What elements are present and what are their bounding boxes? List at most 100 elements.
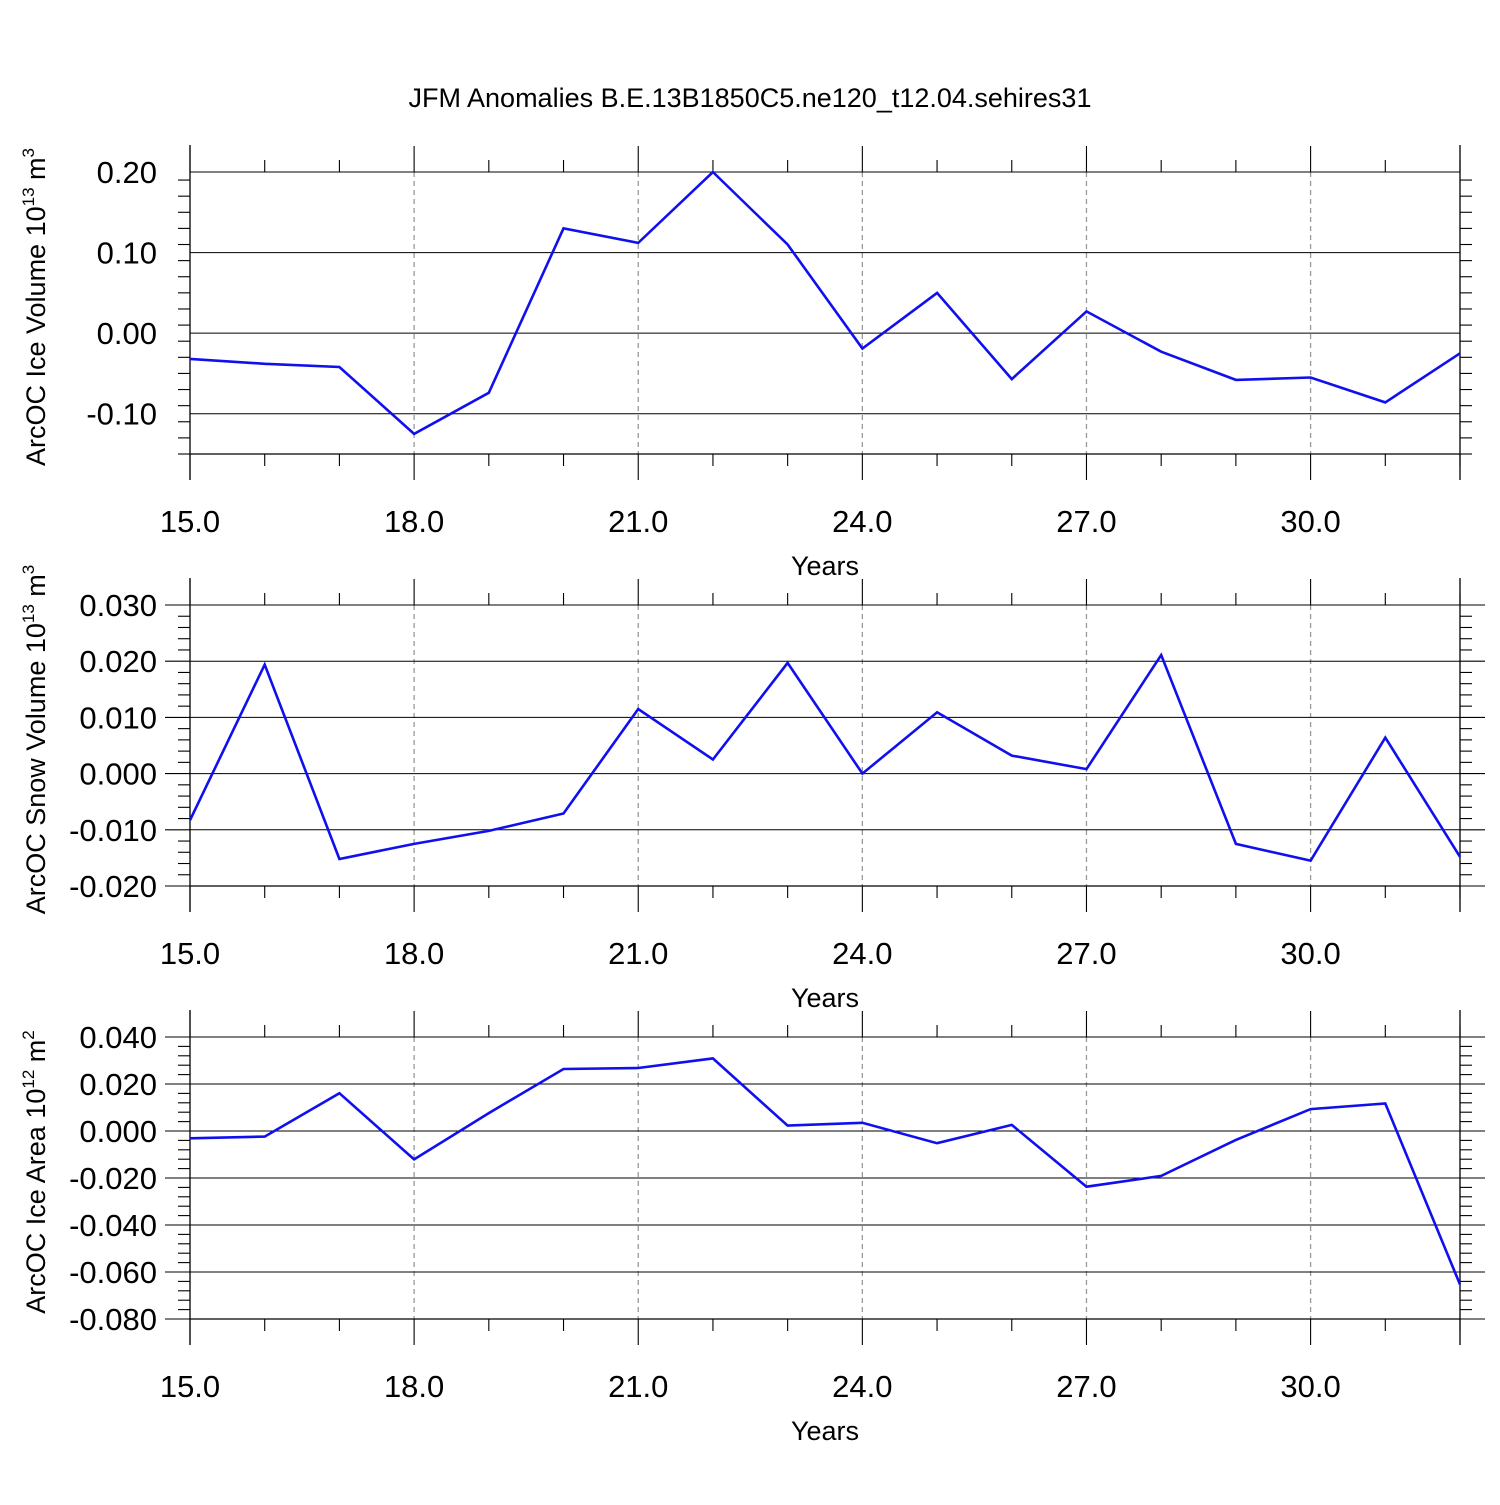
chart-3: -0.080 -0.060 -0.040 -0.020 0.000 0.020 0.040 1… xyxy=(19,1010,1485,1446)
data-point xyxy=(412,1157,416,1161)
y-tick-label: 0.20 xyxy=(97,155,157,190)
y-tick-label: 0.040 xyxy=(79,1020,157,1055)
data-point xyxy=(337,857,341,861)
x-tick-label: 27.0 xyxy=(1056,504,1116,539)
x-tick-label: 21.0 xyxy=(608,936,668,971)
data-point xyxy=(412,842,416,846)
data-point xyxy=(1010,754,1014,758)
series-line-1 xyxy=(188,652,1462,863)
series-line-1 xyxy=(189,1057,1462,1285)
data-point xyxy=(786,243,790,247)
x-axis-title: Years xyxy=(791,551,859,581)
data-point xyxy=(1159,1174,1163,1178)
x-tick-label: 15.0 xyxy=(160,936,220,971)
data-point xyxy=(711,758,715,762)
y-axis-title-superscript: 2 xyxy=(19,1030,38,1039)
data-point xyxy=(263,663,267,667)
figure-title: JFM Anomalies B.E.13B1850C5.ne120_t12.04… xyxy=(409,83,1092,113)
data-point xyxy=(1309,1107,1313,1111)
y-axis-title-text: m xyxy=(21,157,51,187)
x-tick-label: 27.0 xyxy=(1056,1369,1116,1404)
data-point xyxy=(1084,309,1088,313)
x-tick-label: 30.0 xyxy=(1280,936,1340,971)
data-point xyxy=(188,818,192,822)
y-tick-label: -0.080 xyxy=(69,1302,157,1337)
data-point xyxy=(1234,1138,1238,1142)
data-point xyxy=(1309,859,1313,863)
data-point xyxy=(1084,1185,1088,1189)
x-tick-label: 21.0 xyxy=(608,1369,668,1404)
data-point xyxy=(935,710,939,714)
x-tick-label: 21.0 xyxy=(608,504,668,539)
x-tick-label: 18.0 xyxy=(384,1369,444,1404)
y-tick-label: 0.020 xyxy=(79,1067,157,1102)
data-point xyxy=(935,291,939,295)
y-axis-title-superscript: 3 xyxy=(19,565,38,574)
y-tick-label: -0.010 xyxy=(69,813,157,848)
data-point xyxy=(1458,1282,1462,1286)
data-point xyxy=(487,391,491,395)
y-tick-label: 0.010 xyxy=(79,700,157,735)
data-point xyxy=(711,1056,715,1060)
x-axis-title: Years xyxy=(791,983,859,1013)
y-axis-title-superscript: 13 xyxy=(19,604,38,623)
y-axis-title: ArcOC Snow Volume 1013 m3 xyxy=(19,565,51,915)
data-point xyxy=(1383,736,1387,740)
data-point xyxy=(562,226,566,230)
data-point xyxy=(562,1067,566,1071)
y-tick-label: 0.020 xyxy=(79,644,157,679)
data-point xyxy=(188,357,192,361)
data-point xyxy=(935,1141,939,1145)
x-axis-title: Years xyxy=(791,1416,859,1446)
data-point xyxy=(1010,1123,1014,1127)
data-point xyxy=(636,1066,640,1070)
x-tick-label: 30.0 xyxy=(1280,1369,1340,1404)
data-point xyxy=(1383,400,1387,404)
data-point xyxy=(412,432,416,436)
y-tick-label: 0.00 xyxy=(97,316,157,351)
y-tick-label: 0.030 xyxy=(79,588,157,623)
data-point xyxy=(562,812,566,816)
data-point xyxy=(263,1135,267,1139)
y-tick-label: -0.020 xyxy=(69,869,157,904)
y-axis-title-superscript: 12 xyxy=(19,1070,38,1089)
chart-1: -0.10 0.00 0.10 0.20 15.0 18.0 21.0 24.0 27.0 30.… xyxy=(19,145,1472,581)
y-axis-title: ArcOC Ice Volume 1013 m3 xyxy=(19,148,51,466)
data-point xyxy=(188,1136,192,1140)
data-point xyxy=(1159,350,1163,354)
x-tick-label: 27.0 xyxy=(1056,936,1116,971)
y-axis-title-text: ArcOC Ice Volume 10 xyxy=(21,206,51,466)
y-axis-title-superscript: 3 xyxy=(19,148,38,157)
chart-2: -0.020 -0.010 0.000 0.010 0.020 0.030 15.0 18.0… xyxy=(19,565,1485,1013)
data-point xyxy=(1309,375,1313,379)
y-axis-title: ArcOC Ice Area 1012 m2 xyxy=(19,1030,51,1314)
data-point xyxy=(1383,1102,1387,1106)
x-tick-label: 30.0 xyxy=(1280,504,1340,539)
series-line-1 xyxy=(189,170,1461,436)
data-point xyxy=(1010,377,1014,381)
y-axis-title-text: m xyxy=(21,1040,51,1070)
y-axis-title-text: ArcOC Ice Area 10 xyxy=(21,1089,51,1314)
y-axis-title-superscript: 13 xyxy=(19,187,38,206)
data-point xyxy=(711,170,715,174)
data-point xyxy=(860,346,864,350)
data-point xyxy=(860,772,864,776)
y-axis-title-text: ArcOC Snow Volume 10 xyxy=(21,623,51,914)
x-tick-label: 18.0 xyxy=(384,936,444,971)
data-point xyxy=(786,661,790,665)
x-tick-label: 24.0 xyxy=(832,1369,892,1404)
data-point xyxy=(636,707,640,711)
data-point xyxy=(1084,767,1088,771)
x-tick-label: 15.0 xyxy=(160,1369,220,1404)
data-point xyxy=(487,1111,491,1115)
data-point xyxy=(487,829,491,833)
data-point xyxy=(860,1121,864,1125)
y-tick-label: 0.10 xyxy=(97,236,157,271)
data-point xyxy=(1159,653,1163,657)
data-point xyxy=(786,1124,790,1128)
x-tick-label: 24.0 xyxy=(832,504,892,539)
y-tick-label: -0.10 xyxy=(86,397,157,432)
data-point xyxy=(1234,842,1238,846)
